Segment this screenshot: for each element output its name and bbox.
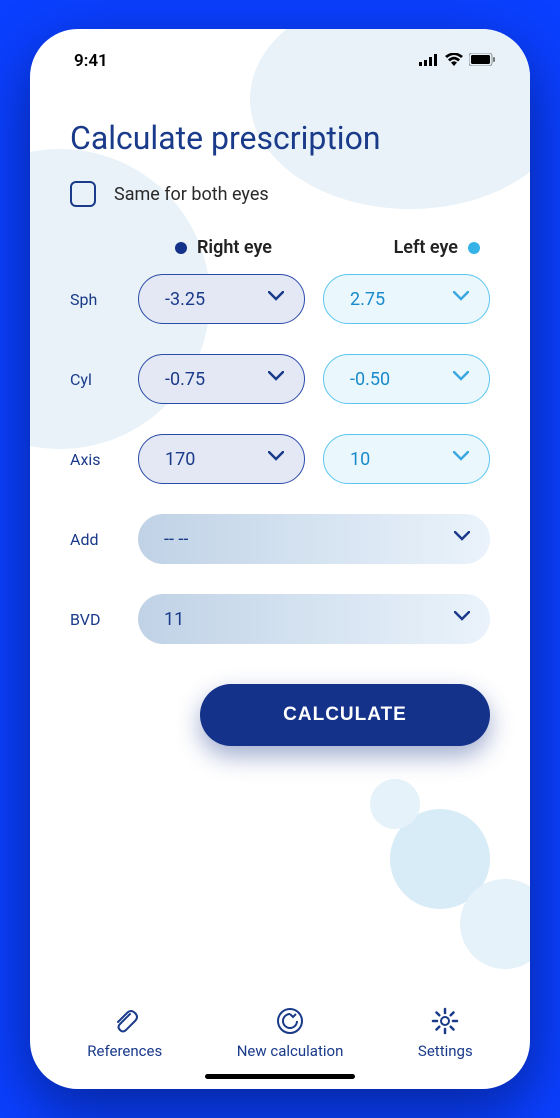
- axis-right-select[interactable]: 170: [138, 434, 305, 484]
- axis-right-value: 170: [165, 449, 195, 470]
- chevron-down-icon: [268, 451, 284, 467]
- chevron-down-icon: [268, 371, 284, 387]
- row-label-axis: Axis: [70, 450, 120, 469]
- chevron-down-icon: [268, 291, 284, 307]
- home-indicator[interactable]: [205, 1074, 355, 1079]
- row-cyl: Cyl -0.75 -0.50: [70, 354, 490, 404]
- same-both-eyes-row[interactable]: Same for both eyes: [30, 181, 530, 237]
- bottom-nav: References New calculation Settings: [30, 984, 530, 1074]
- nav-settings-label: Settings: [418, 1042, 473, 1060]
- nav-settings[interactable]: Settings: [418, 1006, 473, 1060]
- sph-right-value: -3.25: [165, 289, 205, 310]
- cyl-right-select[interactable]: -0.75: [138, 354, 305, 404]
- row-label-cyl: Cyl: [70, 370, 120, 389]
- refresh-icon: [275, 1006, 305, 1036]
- nav-new-calculation[interactable]: New calculation: [237, 1006, 344, 1060]
- cellular-icon: [419, 51, 439, 71]
- eye-headers: Right eye Left eye: [30, 237, 530, 274]
- phone-frame: 9:41 Calculate prescription Same for bot…: [30, 29, 530, 1089]
- page-title: Calculate prescription: [30, 71, 530, 181]
- status-indicators: [419, 51, 496, 71]
- status-time: 9:41: [74, 51, 108, 71]
- row-label-add: Add: [70, 530, 120, 549]
- chevron-down-icon: [453, 451, 469, 467]
- left-eye-dot-icon: [468, 242, 480, 254]
- nav-references-label: References: [87, 1042, 162, 1060]
- cyl-right-value: -0.75: [165, 369, 205, 390]
- nav-new-calculation-label: New calculation: [237, 1042, 344, 1060]
- axis-left-value: 10: [350, 449, 370, 470]
- row-label-sph: Sph: [70, 290, 120, 309]
- row-label-bvd: BVD: [70, 610, 120, 629]
- sph-left-select[interactable]: 2.75: [323, 274, 490, 324]
- chevron-down-icon: [453, 291, 469, 307]
- sph-right-select[interactable]: -3.25: [138, 274, 305, 324]
- wifi-icon: [445, 51, 463, 71]
- axis-left-select[interactable]: 10: [323, 434, 490, 484]
- row-sph: Sph -3.25 2.75: [70, 274, 490, 324]
- chevron-down-icon: [454, 531, 470, 547]
- bvd-value: 11: [164, 609, 184, 630]
- add-value: -- --: [164, 529, 188, 550]
- chevron-down-icon: [454, 611, 470, 627]
- right-eye-dot-icon: [175, 242, 187, 254]
- calculate-button[interactable]: CALCULATE: [200, 684, 490, 746]
- right-eye-header: Right eye: [138, 237, 309, 258]
- left-eye-header: Left eye: [309, 237, 490, 258]
- row-axis: Axis 170 10: [70, 434, 490, 484]
- row-add: Add -- --: [70, 514, 490, 564]
- cyl-left-value: -0.50: [350, 369, 390, 390]
- cyl-left-select[interactable]: -0.50: [323, 354, 490, 404]
- chevron-down-icon: [453, 371, 469, 387]
- paperclip-icon: [110, 1006, 140, 1036]
- nav-references[interactable]: References: [87, 1006, 162, 1060]
- gear-icon: [430, 1006, 460, 1036]
- sph-left-value: 2.75: [350, 289, 385, 310]
- row-bvd: BVD 11: [70, 594, 490, 644]
- status-bar: 9:41: [30, 29, 530, 71]
- add-select[interactable]: -- --: [138, 514, 490, 564]
- bvd-select[interactable]: 11: [138, 594, 490, 644]
- same-both-eyes-checkbox[interactable]: [70, 181, 96, 207]
- same-both-eyes-label: Same for both eyes: [114, 184, 269, 205]
- battery-icon: [469, 51, 496, 71]
